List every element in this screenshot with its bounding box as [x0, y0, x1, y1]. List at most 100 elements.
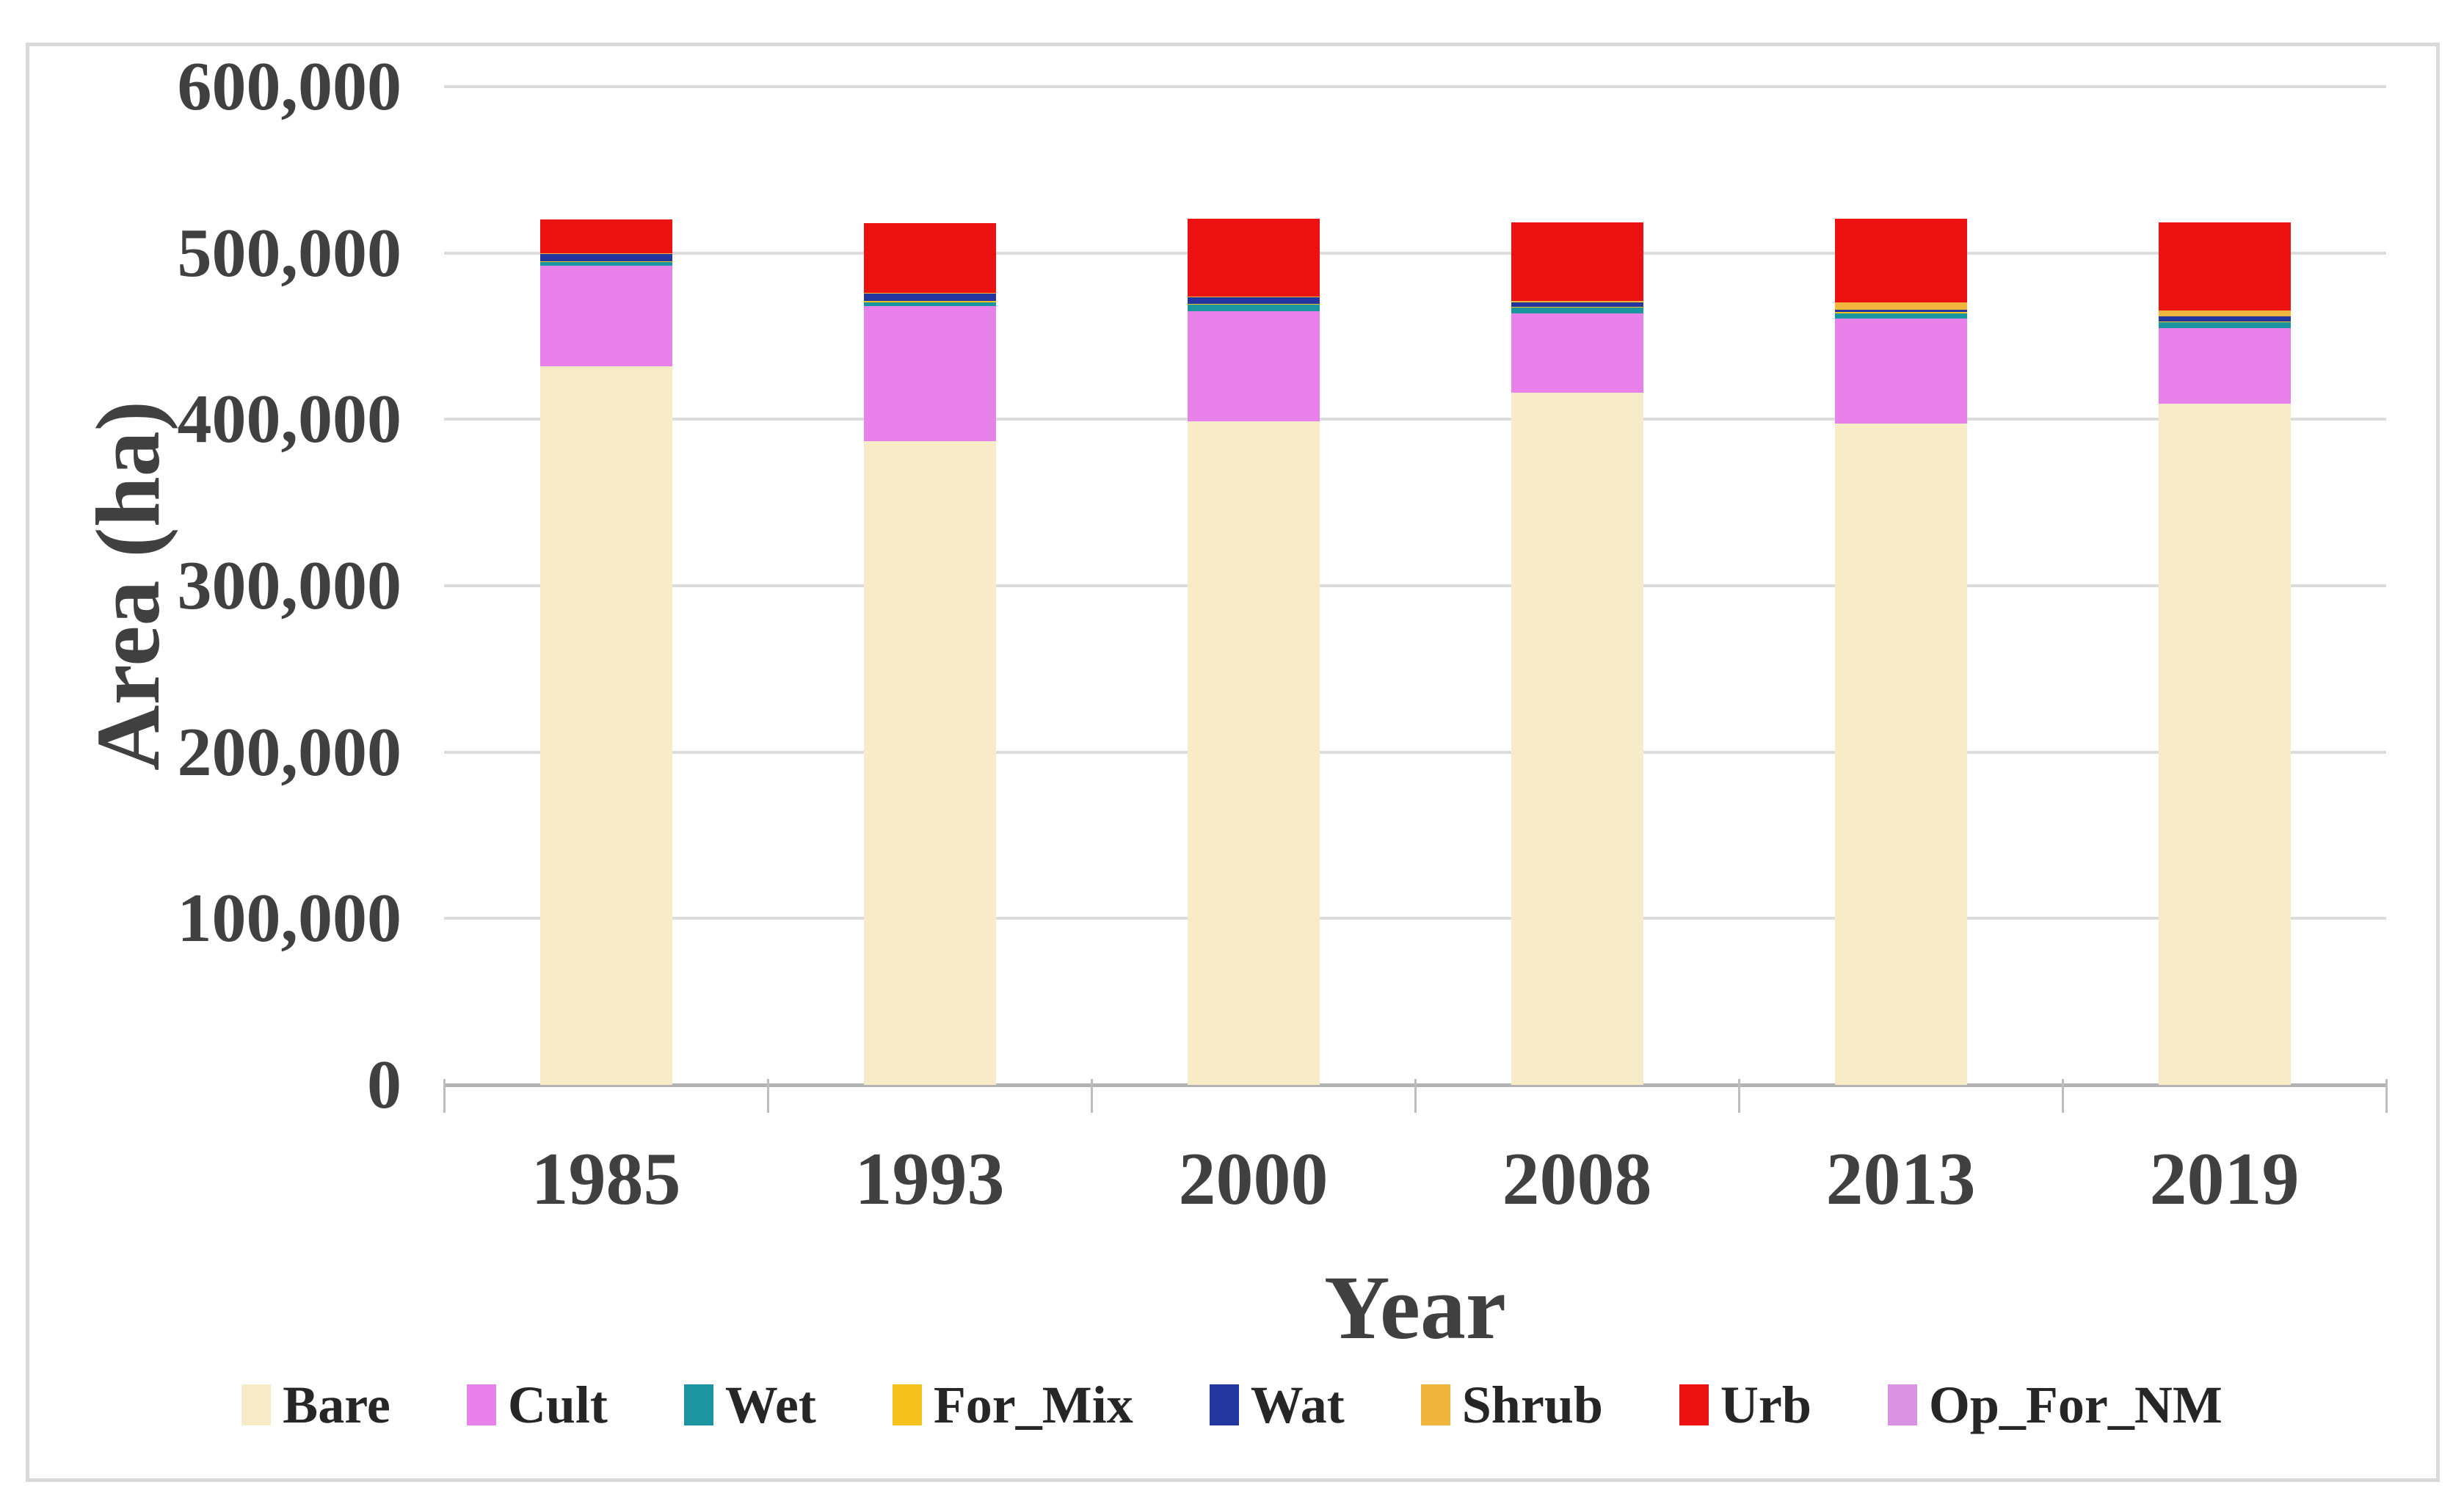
y-tick-label-0: 0: [367, 1047, 401, 1123]
gridline-200000: [444, 750, 2386, 754]
bar-segment-2000-For_Mix: [1187, 303, 1320, 305]
legend-label-For_Mix: For_Mix: [933, 1376, 1133, 1434]
bar-segment-2013-Wet: [1834, 313, 1967, 319]
legend-swatch-Wat: [1209, 1384, 1239, 1425]
bar-segment-1985-Urb: [539, 219, 672, 253]
legend-swatch-Shrub: [1420, 1384, 1450, 1425]
gridline-300000: [444, 584, 2386, 587]
bar-segment-2008-Shrub: [1511, 301, 1643, 302]
bar-segment-2013-Shrub: [1834, 302, 1967, 310]
bar-segment-2008-Urb: [1511, 222, 1643, 302]
legend-item-Shrub: Shrub: [1420, 1376, 1603, 1434]
x-axis-tick: [767, 1079, 769, 1113]
legend-item-Wet: Wet: [683, 1376, 816, 1434]
legend-swatch-Cult: [466, 1384, 496, 1425]
bar-2019: [2158, 87, 2291, 1085]
bar-segment-2008-Wat: [1511, 302, 1643, 308]
bar-segment-2019-For_Mix: [2158, 321, 2291, 322]
y-tick-label-300000: 300,000: [177, 548, 402, 624]
legend-swatch-Op_For_NM: [1887, 1384, 1917, 1425]
x-tick-label-2013: 2013: [1825, 1138, 1976, 1221]
bar-1985: [539, 87, 672, 1085]
bar-segment-1993-Cult: [863, 306, 996, 441]
bar-2008: [1511, 87, 1643, 1085]
legend: Bare Cult Wet For_Mix Wat Shrub Urb Op_For_NM: [0, 1378, 2464, 1431]
bar-segment-2019-Cult: [2158, 327, 2291, 404]
legend-swatch-Bare: [241, 1384, 272, 1425]
bar-segment-2013-Urb: [1834, 219, 1967, 302]
bar-segment-2013-For_Mix: [1834, 312, 1967, 314]
bar-segment-2019-Wet: [2158, 321, 2291, 328]
x-tick-label-2019: 2019: [2149, 1138, 2300, 1221]
gridline-600000: [444, 85, 2386, 88]
bar-segment-1985-Shrub: [539, 253, 672, 254]
legend-label-Op_For_NM: Op_For_NM: [1928, 1376, 2223, 1434]
y-tick-label-500000: 500,000: [177, 214, 402, 291]
legend-item-Bare: Bare: [241, 1378, 390, 1431]
bar-segment-2008-Bare: [1511, 393, 1643, 1085]
y-tick-label-600000: 600,000: [177, 48, 402, 125]
bar-segment-2008-Wet: [1511, 308, 1643, 314]
bar-segment-2013-Cult: [1834, 319, 1967, 424]
gridline-400000: [444, 418, 2386, 421]
legend-label-Shrub: Shrub: [1461, 1376, 1603, 1434]
gridline-100000: [444, 917, 2386, 920]
y-tick-label-100000: 100,000: [177, 880, 402, 957]
bar-segment-2019-Shrub: [2158, 310, 2291, 316]
bar-segment-2000-Cult: [1187, 311, 1320, 421]
plot-area: [444, 85, 2386, 1087]
legend-item-For_Mix: For_Mix: [892, 1376, 1133, 1434]
legend-item-Urb: Urb: [1679, 1378, 1811, 1431]
bar-segment-1993-Wat: [863, 294, 996, 302]
bar-segment-1985-Cult: [539, 265, 672, 366]
bar-segment-2000-Wet: [1187, 304, 1320, 311]
x-axis-tick: [1738, 1079, 1740, 1113]
x-axis-tick: [1091, 1079, 1093, 1113]
bar-segment-1993-Bare: [863, 440, 996, 1085]
bar-segment-1985-Wet: [539, 262, 672, 266]
bar-segment-1993-Wet: [863, 302, 996, 307]
bar-segment-1985-For_Mix: [539, 261, 672, 263]
bar-1993: [863, 87, 996, 1085]
bar-2000: [1187, 87, 1320, 1085]
bar-2013: [1834, 87, 1967, 1085]
bar-segment-1993-For_Mix: [863, 301, 996, 302]
legend-swatch-Urb: [1679, 1384, 1709, 1425]
bar-segment-1985-Wat: [539, 253, 672, 261]
legend-label-Bare: Bare: [283, 1376, 390, 1434]
legend-label-Wet: Wet: [724, 1376, 816, 1434]
y-tick-label-200000: 200,000: [177, 713, 402, 791]
x-axis-tick: [2062, 1079, 2064, 1113]
x-tick-label-2008: 2008: [1502, 1138, 1652, 1221]
legend-item-Op_For_NM: Op_For_NM: [1887, 1376, 2223, 1434]
bar-segment-2013-Wat: [1834, 309, 1967, 313]
x-axis-tick: [2385, 1079, 2388, 1113]
bar-segment-2008-Cult: [1511, 313, 1643, 393]
legend-label-Cult: Cult: [507, 1376, 608, 1434]
x-axis-tick: [443, 1079, 446, 1113]
legend-item-Cult: Cult: [466, 1376, 608, 1434]
legend-item-Wat: Wat: [1209, 1376, 1345, 1434]
legend-label-Wat: Wat: [1250, 1376, 1345, 1434]
legend-swatch-Wet: [683, 1384, 713, 1425]
bar-segment-2008-For_Mix: [1511, 307, 1643, 308]
bar-segment-1993-Urb: [863, 222, 996, 294]
x-axis-title: Year: [1324, 1257, 1506, 1358]
bar-segment-2019-Urb: [2158, 222, 2291, 310]
legend-swatch-For_Mix: [892, 1384, 922, 1425]
x-tick-label-1993: 1993: [854, 1138, 1005, 1221]
bar-segment-2019-Wat: [2158, 316, 2291, 321]
legend-label-Urb: Urb: [1720, 1376, 1811, 1434]
gridline-500000: [444, 251, 2386, 255]
bar-segment-2000-Wat: [1187, 297, 1320, 304]
bar-segment-2019-Bare: [2158, 403, 2291, 1085]
bar-segment-2000-Urb: [1187, 219, 1320, 297]
bar-segment-1985-Bare: [539, 366, 672, 1085]
x-axis-tick: [1414, 1079, 1417, 1113]
x-tick-label-1985: 1985: [531, 1138, 681, 1221]
bar-segment-2013-Bare: [1834, 424, 1967, 1085]
y-tick-label-400000: 400,000: [177, 381, 402, 458]
bar-segment-2000-Bare: [1187, 421, 1320, 1085]
bar-segment-1993-Shrub: [863, 293, 996, 294]
